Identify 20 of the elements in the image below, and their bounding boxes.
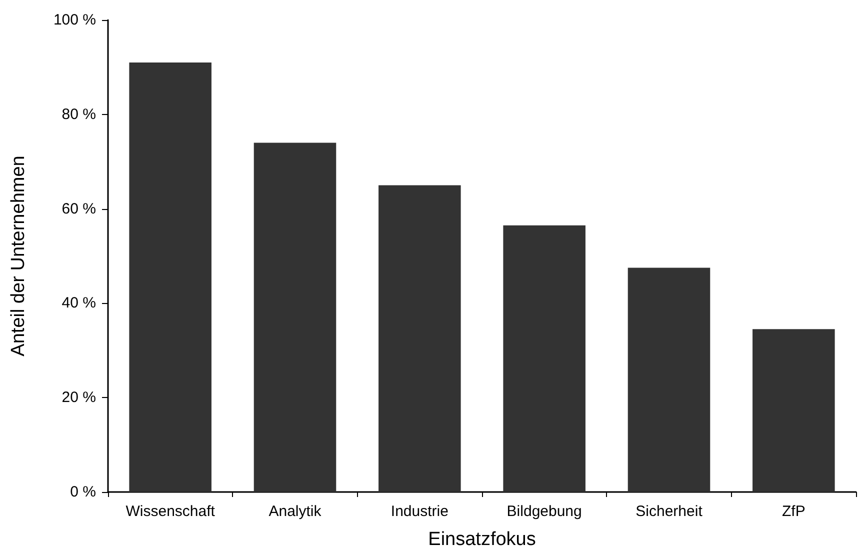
y-tick-label: 80 % (62, 106, 96, 123)
bar (628, 268, 710, 492)
x-tick-label: ZfP (782, 503, 806, 520)
y-tick-label: 40 % (62, 294, 96, 312)
y-axis-title: Anteil der Unternehmen (8, 156, 29, 356)
x-axis-title: Einsatzfokus (428, 529, 536, 550)
x-tick-label: Wissenschaft (126, 503, 216, 520)
x-tick-label: Bildgebung (506, 503, 582, 520)
bar (503, 225, 586, 492)
bar (129, 62, 212, 492)
x-tick-label: Analytik (268, 503, 322, 520)
x-tick-label: Industrie (390, 503, 448, 520)
y-tick-label: 100 % (53, 12, 96, 28)
bar (752, 329, 835, 492)
bar (254, 142, 336, 492)
x-tick-label: Sicherheit (636, 503, 704, 520)
bar (378, 185, 461, 492)
y-tick-label: 20 % (62, 389, 96, 406)
y-tick-label: 0 % (70, 484, 96, 500)
y-tick-label: 60 % (62, 200, 96, 218)
